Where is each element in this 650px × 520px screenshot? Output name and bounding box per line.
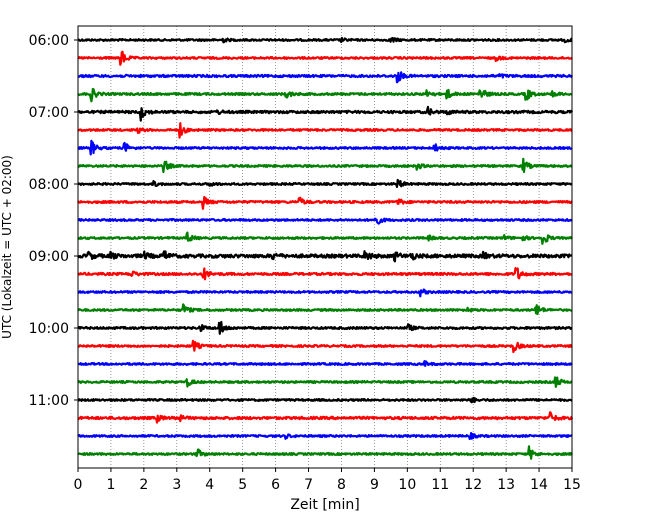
x-axis-ticks: 0 1 2 3 4 5 6 7 8 9 10 11 12 13 14 15 <box>74 468 581 493</box>
x-tick-label-7: 7 <box>304 477 313 493</box>
trace-0815 <box>77 195 573 210</box>
trace-1000 <box>77 320 573 335</box>
trace-0800 <box>77 178 573 188</box>
trace-0900 <box>76 250 573 263</box>
x-tick-label-2: 2 <box>139 477 148 493</box>
y-tick-label-1: 07:00 <box>29 105 69 121</box>
y-axis-ticks: 06:00 07:00 08:00 09:00 10:00 11:00 <box>29 33 78 409</box>
seismic-traces <box>76 36 574 460</box>
x-tick-label-4: 4 <box>205 477 214 493</box>
trace-1130 <box>77 432 573 441</box>
x-axis-title: Zeit [min] <box>290 497 359 513</box>
trace-1030 <box>77 360 573 367</box>
trace-1145 <box>77 445 573 460</box>
y-tick-label-0: 06:00 <box>29 33 69 49</box>
y-axis-title: UTC (Lokalzeit = UTC + 02:00) <box>0 155 14 339</box>
trace-0645 <box>77 87 573 103</box>
trace-1115 <box>77 411 574 424</box>
trace-0830 <box>77 217 573 225</box>
y-tick-label-3: 09:00 <box>29 249 69 265</box>
trace-0715 <box>77 122 573 139</box>
trace-0845 <box>77 231 573 245</box>
x-tick-label-8: 8 <box>337 477 346 493</box>
x-tick-label-9: 9 <box>370 477 379 493</box>
x-tick-label-13: 13 <box>497 477 515 493</box>
plot-frame <box>77 25 573 469</box>
y-tick-label-2: 08:00 <box>29 177 69 193</box>
x-tick-label-3: 3 <box>172 477 181 493</box>
trace-0600 <box>77 36 573 44</box>
x-tick-label-0: 0 <box>74 477 83 493</box>
trace-0630 <box>77 71 573 84</box>
trace-0730 <box>77 139 573 156</box>
trace-1045 <box>77 376 573 388</box>
trace-0945 <box>77 303 573 316</box>
trace-0915 <box>77 267 573 281</box>
x-tick-label-11: 11 <box>431 477 449 493</box>
x-tick-label-12: 12 <box>464 477 482 493</box>
y-tick-label-5: 11:00 <box>29 393 69 409</box>
x-tick-label-14: 14 <box>530 477 548 493</box>
trace-0700 <box>77 105 573 122</box>
trace-1015 <box>77 339 573 354</box>
x-tick-label-15: 15 <box>563 477 581 493</box>
x-tick-label-6: 6 <box>271 477 280 493</box>
trace-0745 <box>77 157 573 174</box>
trace-1100 <box>77 396 573 404</box>
x-tick-label-1: 1 <box>106 477 115 493</box>
x-tick-label-5: 5 <box>238 477 247 493</box>
y-tick-label-4: 10:00 <box>29 321 69 337</box>
trace-0615 <box>77 50 573 66</box>
trace-0930 <box>77 288 573 298</box>
x-tick-label-10: 10 <box>398 477 416 493</box>
